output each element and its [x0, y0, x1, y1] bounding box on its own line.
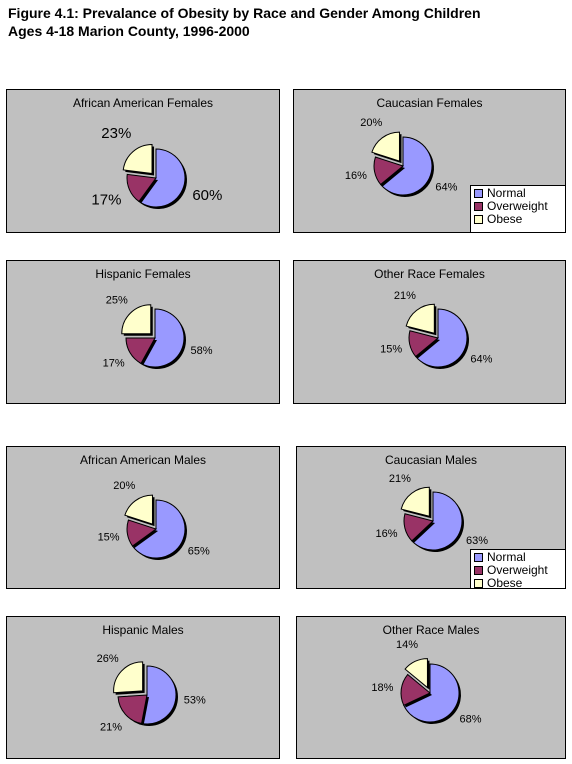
panel-title: Other Race Males	[382, 623, 480, 637]
data-label-obese: 20%	[113, 480, 135, 492]
pie-panel-caucasian-females: Caucasian Females 64% 16% 20% Normal Overwe…	[293, 89, 566, 233]
data-label-normal: 64%	[435, 181, 457, 193]
panel-title: Other Race Females	[374, 267, 485, 281]
pie-slice-normal	[379, 136, 433, 196]
pie-panel-other-race-females: Other Race Females 64% 15% 21%	[293, 260, 566, 404]
data-label-normal: 63%	[466, 535, 488, 547]
legend-swatch	[474, 189, 483, 198]
pie-panel-african-american-females: African American Females 60% 17% 23%	[6, 89, 280, 233]
data-label-overweight: 15%	[98, 531, 120, 543]
data-label-obese: 23%	[101, 125, 131, 142]
pie-chart: 68% 18% 14%	[371, 639, 482, 726]
pie-panel-african-american-males: African American Males 65% 15% 20%	[6, 446, 280, 589]
pie-panel-hispanic-males: Hispanic Males 53% 21% 26%	[6, 616, 280, 759]
pie-slice-obese	[371, 131, 400, 162]
panel-title: Caucasian Females	[376, 96, 483, 110]
pie-chart: 64% 15% 21%	[380, 290, 493, 369]
legend-item-overweight: Overweight	[474, 200, 562, 213]
pie-slice-normal	[138, 148, 186, 208]
pie-chart: 64% 16% 20%	[345, 117, 458, 197]
figure-title: Figure 4.1: Prevalance of Obesity by Rac…	[8, 4, 564, 40]
data-label-overweight: 15%	[380, 343, 402, 355]
legend-label: Normal	[487, 550, 526, 564]
data-label-obese: 20%	[360, 117, 382, 129]
pie-slice-overweight	[403, 513, 435, 542]
legend-item-obese: Obese	[474, 577, 562, 590]
data-label-normal: 53%	[184, 694, 206, 706]
pie-slice-obese	[124, 494, 153, 525]
pie-chart: 65% 15% 20%	[98, 480, 210, 560]
legend-item-normal: Normal	[474, 551, 562, 564]
pie-panel-hispanic-females: Hispanic Females 58% 17% 25%	[6, 260, 280, 404]
data-label-obese: 26%	[97, 653, 119, 665]
legend-label: Overweight	[487, 199, 548, 213]
pie-slice-obese	[405, 303, 435, 334]
data-label-normal: 64%	[470, 353, 492, 365]
legend-label: Overweight	[487, 563, 548, 577]
pie-slice-obese	[121, 304, 152, 335]
pie-slice-obese	[113, 661, 144, 694]
legend-swatch	[474, 202, 483, 211]
pie-panel-caucasian-males: Caucasian Males 63% 16% 21% Normal Overweig…	[296, 446, 566, 590]
panel-title: Hispanic Females	[95, 267, 191, 281]
data-label-normal: 58%	[190, 345, 212, 357]
data-label-obese: 25%	[106, 295, 128, 307]
data-label-obese: 21%	[394, 290, 416, 302]
legend-label: Obese	[487, 576, 523, 590]
pie-slice-obese	[122, 143, 153, 175]
legend-label: Obese	[487, 212, 523, 226]
legend-swatch	[474, 553, 483, 562]
pie-panel-other-race-males: Other Race Males 68% 18% 14%	[296, 616, 566, 759]
pie-slice-normal	[414, 308, 468, 368]
legend-swatch	[474, 579, 483, 588]
legend-swatch	[474, 566, 483, 575]
chart-legend: Normal Overweight Obese	[470, 185, 566, 233]
pie-slice-overweight	[400, 673, 431, 707]
pie-slice-obese	[404, 658, 428, 689]
panel-title: African American Females	[72, 96, 214, 110]
data-label-overweight: 16%	[375, 528, 397, 540]
panel-title: Hispanic Males	[102, 623, 184, 637]
pie-slice-overweight	[117, 694, 148, 725]
legend-item-obese: Obese	[474, 213, 562, 226]
pie-chart: 63% 16% 21%	[375, 473, 488, 552]
data-label-overweight: 17%	[91, 192, 121, 209]
pie-slice-normal	[140, 308, 185, 368]
figure-title-line-2: Ages 4-18 Marion County, 1996-2000	[8, 23, 250, 39]
data-label-overweight: 21%	[100, 722, 122, 734]
data-label-normal: 60%	[192, 187, 222, 204]
legend-swatch	[474, 215, 483, 224]
data-label-overweight: 16%	[345, 170, 367, 182]
pie-chart: 53% 21% 26%	[97, 653, 206, 734]
panel-title: Caucasian Males	[384, 453, 478, 467]
legend-item-normal: Normal	[474, 187, 562, 200]
pie-slice-overweight	[126, 173, 157, 203]
pie-slice-obese	[400, 486, 430, 517]
pie-slice-overweight	[126, 519, 158, 547]
data-label-obese: 14%	[396, 639, 418, 651]
legend-label: Normal	[487, 186, 526, 200]
panel-title: African American Males	[79, 453, 207, 467]
pie-slice-overweight	[125, 337, 156, 365]
pie-slice-normal	[140, 665, 177, 725]
data-label-overweight: 18%	[371, 682, 393, 694]
pie-chart: 58% 17% 25%	[103, 295, 213, 370]
data-label-normal: 68%	[460, 714, 482, 726]
data-label-overweight: 17%	[103, 357, 125, 369]
figure-title-line-1: Figure 4.1: Prevalance of Obesity by Rac…	[8, 5, 481, 21]
pie-slice-normal	[411, 491, 463, 551]
pie-slice-overweight	[408, 330, 440, 358]
chart-legend: Normal Overweight Obese	[470, 549, 566, 590]
pie-chart: 60% 17% 23%	[91, 125, 222, 209]
data-label-normal: 65%	[188, 546, 210, 558]
legend-item-overweight: Overweight	[474, 564, 562, 577]
pie-slice-normal	[131, 499, 186, 559]
data-label-obese: 21%	[389, 473, 411, 485]
pie-slice-normal	[403, 663, 460, 723]
pie-slice-overweight	[373, 156, 405, 186]
